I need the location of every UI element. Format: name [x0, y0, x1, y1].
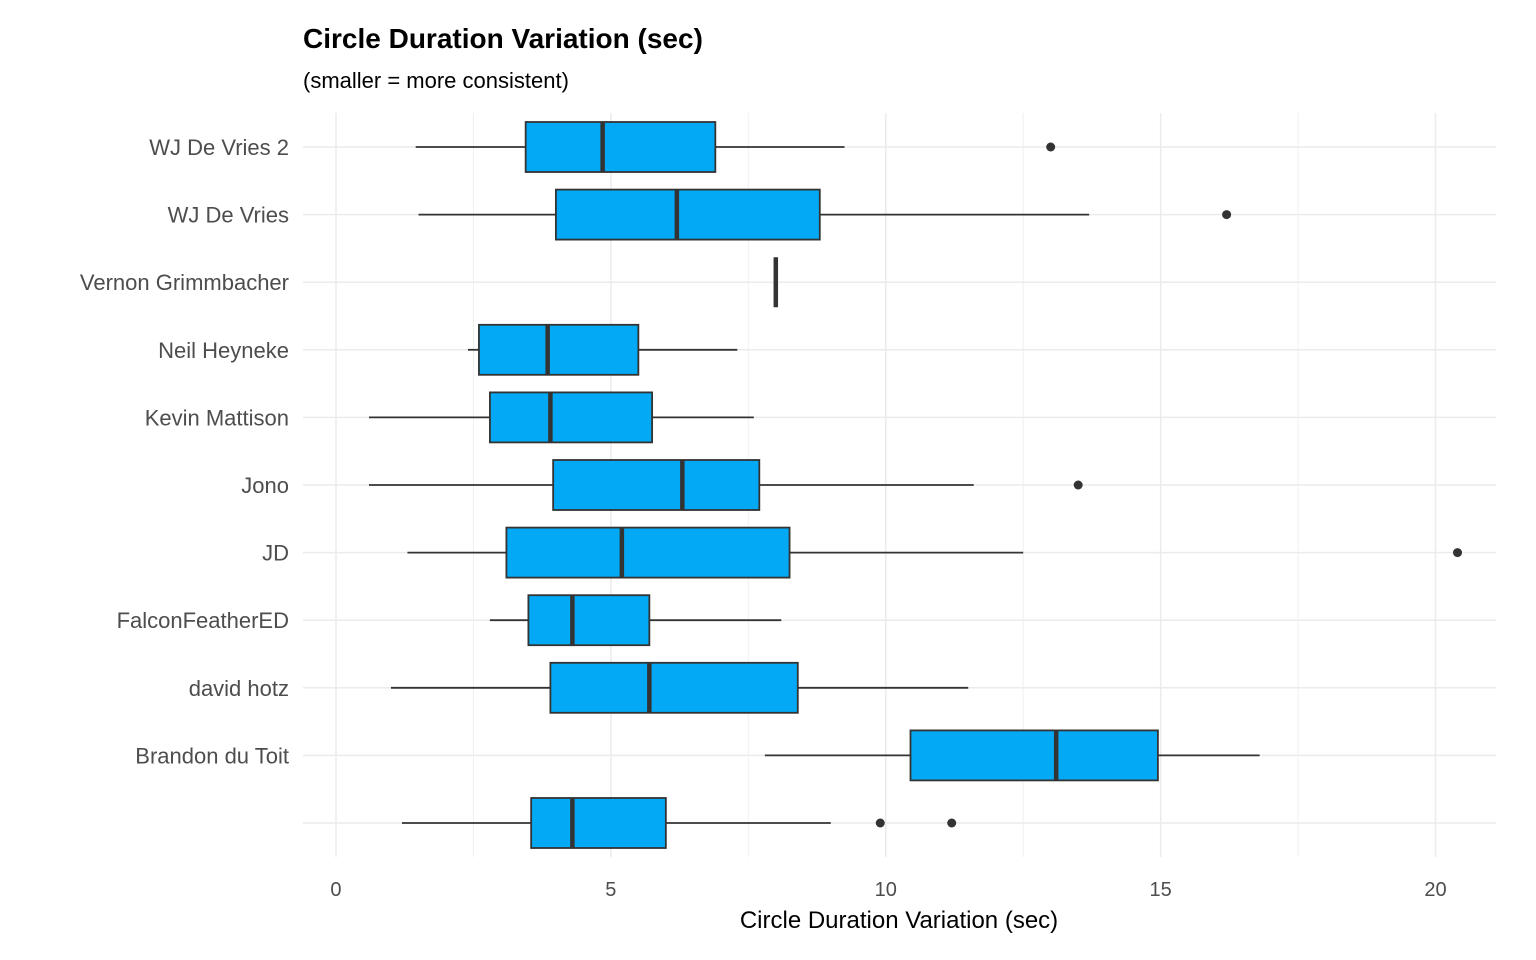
- category-label: WJ De Vries 2: [149, 135, 289, 160]
- x-tick-label: 0: [330, 879, 341, 901]
- box-3: [467, 323, 738, 376]
- iqr-box: [524, 121, 717, 173]
- category-label: FalconFeatherED: [117, 608, 289, 633]
- box-5: [368, 459, 1083, 511]
- category-label: JD: [262, 541, 289, 566]
- category-label: Neil Heyneke: [158, 338, 289, 363]
- iqr-box: [478, 323, 640, 376]
- outlier-point: [1046, 142, 1056, 152]
- category-label: Brandon du Toit: [135, 743, 289, 768]
- outlier-point: [947, 818, 957, 828]
- outlier-point: [1453, 548, 1463, 558]
- outlier-point: [1073, 480, 1083, 490]
- category-label: Jono: [241, 473, 289, 498]
- box-7: [489, 594, 782, 647]
- x-tick-label: 5: [605, 879, 616, 901]
- box-0: [415, 121, 1056, 173]
- box-1: [418, 188, 1232, 241]
- box-8: [390, 661, 969, 714]
- x-tick-label: 20: [1424, 879, 1446, 901]
- iqr-box: [530, 797, 667, 849]
- iqr-box: [549, 661, 799, 714]
- iqr-box: [527, 594, 651, 647]
- outlier-point: [1222, 210, 1232, 220]
- category-label: Kevin Mattison: [145, 405, 289, 430]
- category-labels: WJ De Vries 2 WJ De Vries Vernon Grimmbach…: [80, 135, 289, 768]
- box-series: [368, 121, 1463, 849]
- iqr-box: [909, 729, 1159, 782]
- box-10: [401, 797, 957, 849]
- chart-title: Circle Duration Variation (sec): [303, 23, 703, 54]
- iqr-box: [489, 391, 654, 444]
- x-tick-labels: 0 5 10 15 20: [330, 879, 1446, 901]
- chart-subtitle: (smaller = more consistent): [303, 68, 569, 93]
- x-axis-title: Circle Duration Variation (sec): [740, 907, 1058, 934]
- x-tick-label: 15: [1150, 879, 1172, 901]
- iqr-box: [505, 526, 791, 579]
- iqr-box: [554, 188, 821, 241]
- category-label: david hotz: [189, 676, 289, 701]
- box-6: [407, 526, 1463, 579]
- outlier-point: [875, 818, 885, 828]
- box-9: [764, 729, 1260, 782]
- category-label: WJ De Vries: [168, 203, 289, 228]
- iqr-box: [552, 459, 761, 511]
- x-tick-label: 10: [875, 879, 897, 901]
- box-4: [368, 391, 754, 444]
- category-label: Vernon Grimmbacher: [80, 270, 289, 295]
